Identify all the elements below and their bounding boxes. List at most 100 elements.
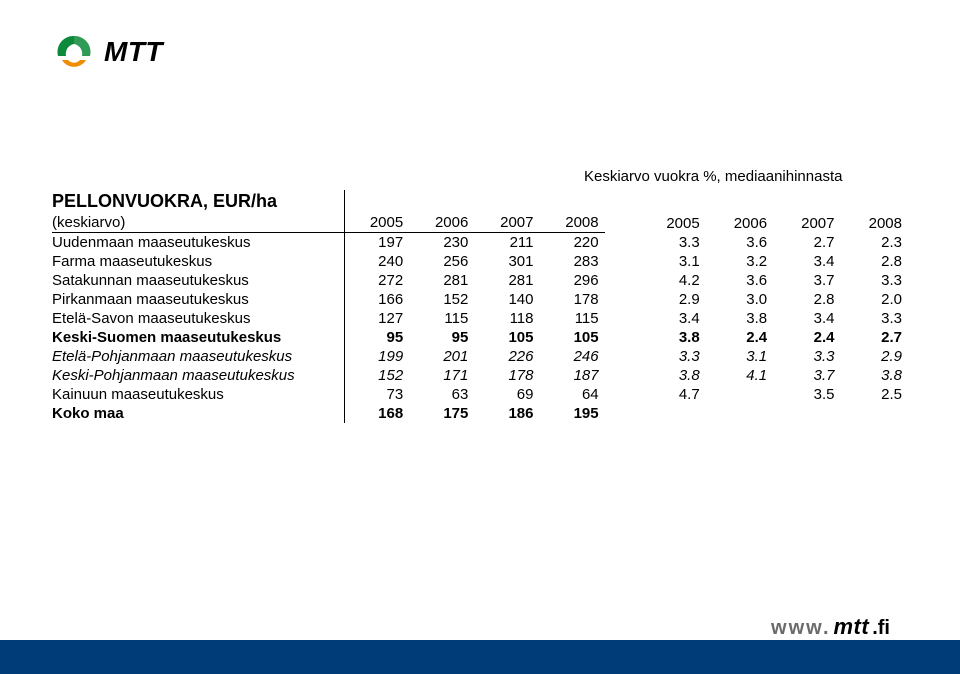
eur-cell: 296 <box>539 271 604 290</box>
footer-fi: .fi <box>872 617 890 640</box>
row-label: Kainuun maaseutukeskus <box>52 385 344 404</box>
eur-cell: 226 <box>474 347 539 366</box>
row-label: Satakunnan maaseutukeskus <box>52 271 344 290</box>
pct-cell: 3.8 <box>638 366 705 385</box>
row-label: Etelä-Pohjanmaan maaseutukeskus <box>52 347 344 366</box>
eur-cell: 178 <box>539 290 604 309</box>
pct-cell: 2.4 <box>773 328 840 347</box>
eur-year-header: 2006 <box>409 213 474 233</box>
row-label: Keski-Suomen maaseutukeskus <box>52 328 344 347</box>
eur-cell: 64 <box>539 385 604 404</box>
eur-year-header: 2007 <box>474 213 539 233</box>
eur-cell: 140 <box>474 290 539 309</box>
pct-cell: 3.5 <box>773 385 840 404</box>
pct-cell: 3.4 <box>773 252 840 271</box>
footer-www: www. <box>771 617 830 640</box>
footer-mtt: mtt <box>834 614 870 640</box>
pct-cell: 3.1 <box>638 252 705 271</box>
eur-cell: 115 <box>409 309 474 328</box>
logo: MTT <box>52 30 163 74</box>
eur-cell: 168 <box>344 404 409 423</box>
row-label: Keski-Pohjanmaan maaseutukeskus <box>52 366 344 385</box>
eur-cell: 199 <box>344 347 409 366</box>
pct-cell <box>840 404 908 423</box>
eur-cell: 187 <box>539 366 604 385</box>
pct-cell: 3.7 <box>773 366 840 385</box>
table-row: Etelä-Savon maaseutukeskus1271151181153.… <box>52 309 908 328</box>
pct-cell: 2.7 <box>773 233 840 253</box>
eur-cell: 220 <box>539 233 604 253</box>
eur-year-header: 2005 <box>344 213 409 233</box>
eur-cell: 127 <box>344 309 409 328</box>
row-label: Uudenmaan maaseutukeskus <box>52 233 344 253</box>
pct-cell: 3.1 <box>706 347 773 366</box>
eur-cell: 95 <box>344 328 409 347</box>
pct-cell: 3.3 <box>638 233 705 253</box>
row-label: Koko maa <box>52 404 344 423</box>
eur-cell: 73 <box>344 385 409 404</box>
eur-cell: 105 <box>474 328 539 347</box>
table-row: Pirkanmaan maaseutukeskus1661521401782.9… <box>52 290 908 309</box>
eur-cell: 63 <box>409 385 474 404</box>
pct-super-header: Keskiarvo vuokra %, mediaanihinnasta <box>584 168 842 185</box>
table-row: Keski-Pohjanmaan maaseutukeskus152171178… <box>52 366 908 385</box>
eur-cell: 197 <box>344 233 409 253</box>
eur-cell: 301 <box>474 252 539 271</box>
table-container: Keskiarvo vuokra %, mediaanihinnasta PEL… <box>52 190 908 423</box>
rent-table: PELLONVUOKRA, EUR/ha(keskiarvo)200520062… <box>52 190 908 423</box>
eur-cell: 115 <box>539 309 604 328</box>
pct-cell: 3.3 <box>773 347 840 366</box>
pct-cell: 2.0 <box>840 290 908 309</box>
pct-year-header: 2007 <box>773 213 840 233</box>
pct-cell: 3.2 <box>706 252 773 271</box>
pct-cell: 3.3 <box>840 309 908 328</box>
eur-cell: 152 <box>409 290 474 309</box>
pct-year-header: 2008 <box>840 213 908 233</box>
table-row: Koko maa168175186195 <box>52 404 908 423</box>
eur-cell: 95 <box>409 328 474 347</box>
eur-cell: 283 <box>539 252 604 271</box>
table-row: Etelä-Pohjanmaan maaseutukeskus199201226… <box>52 347 908 366</box>
pct-cell: 3.3 <box>840 271 908 290</box>
eur-cell: 272 <box>344 271 409 290</box>
logo-mark-icon <box>52 30 96 74</box>
table-row: Uudenmaan maaseutukeskus197230211220 3.33… <box>52 233 908 253</box>
eur-cell: 178 <box>474 366 539 385</box>
pct-cell: 2.4 <box>706 328 773 347</box>
eur-cell: 195 <box>539 404 604 423</box>
eur-cell: 281 <box>474 271 539 290</box>
eur-cell: 105 <box>539 328 604 347</box>
pct-cell <box>773 404 840 423</box>
eur-cell: 246 <box>539 347 604 366</box>
pct-cell: 2.3 <box>840 233 908 253</box>
pct-cell: 3.8 <box>840 366 908 385</box>
row-label: Pirkanmaan maaseutukeskus <box>52 290 344 309</box>
row-label: Etelä-Savon maaseutukeskus <box>52 309 344 328</box>
eur-cell: 230 <box>409 233 474 253</box>
table-row: Satakunnan maaseutukeskus2722812812964.2… <box>52 271 908 290</box>
pct-cell: 4.1 <box>706 366 773 385</box>
eur-cell: 201 <box>409 347 474 366</box>
pct-cell: 3.6 <box>706 233 773 253</box>
pct-cell: 2.7 <box>840 328 908 347</box>
page: MTT Keskiarvo vuokra %, mediaanihinnasta… <box>0 0 960 674</box>
eur-cell: 211 <box>474 233 539 253</box>
pct-cell: 3.6 <box>706 271 773 290</box>
pct-cell <box>706 404 773 423</box>
logo-text: MTT <box>104 36 163 68</box>
eur-cell: 186 <box>474 404 539 423</box>
pct-cell: 2.9 <box>638 290 705 309</box>
pct-cell: 3.4 <box>773 309 840 328</box>
pct-cell: 4.2 <box>638 271 705 290</box>
pct-cell <box>706 385 773 404</box>
pct-cell: 2.5 <box>840 385 908 404</box>
pct-cell: 3.8 <box>638 328 705 347</box>
eur-cell: 152 <box>344 366 409 385</box>
pct-cell: 3.7 <box>773 271 840 290</box>
pct-cell: 2.8 <box>773 290 840 309</box>
row-label: Farma maaseutukeskus <box>52 252 344 271</box>
eur-cell: 171 <box>409 366 474 385</box>
pct-cell: 3.8 <box>706 309 773 328</box>
footer-bar <box>0 640 960 674</box>
pct-year-header: 2005 <box>638 213 705 233</box>
